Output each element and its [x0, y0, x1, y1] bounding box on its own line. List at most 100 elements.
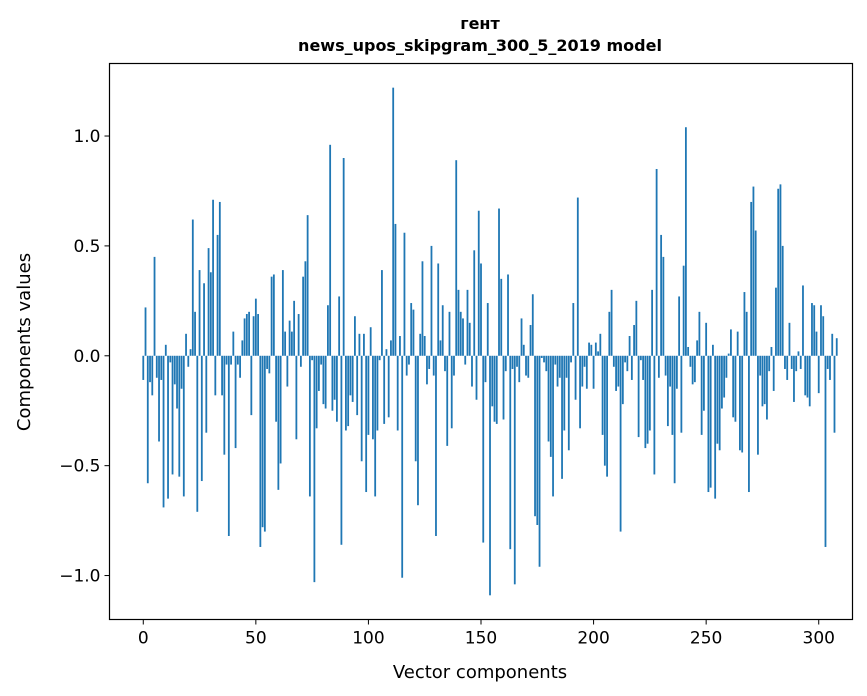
- bar-17: [180, 355, 183, 389]
- bar-277: [766, 355, 768, 420]
- bar-174: [534, 355, 536, 517]
- bar-147: [473, 250, 476, 356]
- bar-135: [446, 355, 449, 446]
- x-tick-label: 50: [245, 629, 267, 649]
- bar-54: [263, 355, 266, 532]
- bar-70: [299, 355, 302, 367]
- bar-180: [547, 355, 550, 442]
- bar-118: [408, 355, 410, 365]
- bar-208: [610, 289, 613, 356]
- bar-84: [331, 355, 334, 411]
- bar-243: [689, 355, 692, 367]
- bar-2: [146, 355, 149, 484]
- bar-62: [281, 270, 284, 356]
- bar-95: [356, 355, 359, 416]
- bar-63: [284, 331, 287, 356]
- bar-28: [205, 355, 208, 433]
- bar-239: [680, 355, 683, 433]
- bar-8: [160, 355, 163, 380]
- bar-131: [437, 263, 440, 356]
- bar-117: [405, 355, 408, 376]
- bar-160: [502, 355, 505, 420]
- bar-226: [651, 289, 654, 356]
- bar-164: [511, 355, 514, 369]
- bar-188: [565, 355, 568, 378]
- bar-35: [221, 355, 223, 396]
- bar-207: [608, 311, 611, 356]
- bar-32: [214, 355, 217, 396]
- bar-112: [394, 223, 397, 356]
- bar-186: [561, 355, 563, 479]
- bar-108: [385, 349, 388, 356]
- bar-262: [732, 355, 735, 418]
- bar-97: [360, 355, 363, 462]
- bar-158: [498, 208, 500, 356]
- bar-181: [549, 355, 552, 457]
- bar-88: [340, 355, 343, 545]
- bar-256: [718, 355, 721, 451]
- bar-199: [590, 344, 593, 356]
- bar-253: [712, 344, 714, 356]
- bar-138: [453, 355, 455, 376]
- bar-110: [390, 340, 392, 356]
- bar-77: [315, 355, 318, 429]
- bar-201: [594, 342, 597, 356]
- bar-244: [691, 355, 694, 385]
- bar-246: [696, 340, 699, 356]
- y-tick-label: 0.5: [73, 237, 100, 257]
- bar-83: [329, 144, 332, 356]
- bar-232: [664, 355, 667, 376]
- bar-305: [829, 355, 831, 380]
- bar-178: [543, 355, 545, 363]
- bar-34: [218, 201, 221, 356]
- bar-165: [513, 355, 516, 585]
- bar-172: [529, 325, 532, 356]
- bar-74: [308, 355, 311, 497]
- bar-93: [351, 355, 354, 402]
- bar-206: [606, 355, 608, 477]
- bar-210: [615, 355, 617, 391]
- bar-261: [730, 329, 732, 356]
- bar-72: [304, 261, 307, 356]
- bar-224: [646, 355, 649, 444]
- bar-284: [781, 245, 784, 356]
- bar-67: [293, 300, 296, 356]
- bar-78: [317, 355, 320, 391]
- bar-25: [198, 270, 201, 356]
- bar-263: [734, 355, 737, 422]
- bar-268: [745, 311, 748, 356]
- bar-148: [475, 355, 478, 400]
- bar-46: [245, 314, 248, 356]
- bar-85: [333, 355, 336, 400]
- bar-187: [563, 355, 566, 431]
- bar-265: [739, 355, 741, 451]
- y-axis-label: Components values: [14, 253, 35, 431]
- bar-221: [639, 355, 642, 361]
- bar-205: [603, 355, 606, 466]
- bar-202: [597, 351, 599, 356]
- bar-294: [804, 355, 807, 396]
- bar-213: [621, 355, 624, 405]
- bar-102: [372, 355, 374, 440]
- bar-299: [815, 331, 818, 356]
- bar-283: [779, 184, 782, 356]
- bar-198: [588, 342, 590, 356]
- bar-4: [151, 355, 154, 396]
- bar-250: [705, 322, 708, 356]
- bar-230: [660, 234, 663, 356]
- plot-frame: [108, 62, 854, 621]
- bar-275: [761, 355, 764, 407]
- bar-53: [261, 355, 264, 528]
- bar-193: [576, 197, 579, 356]
- x-axis-ticks: 0 50 100 150 200 250 300: [138, 619, 835, 649]
- bar-182: [552, 355, 554, 497]
- bar-29: [207, 248, 210, 356]
- x-tick-label: 0: [138, 629, 149, 649]
- bar-252: [709, 355, 712, 488]
- bar-184: [556, 355, 559, 387]
- bar-115: [401, 355, 404, 578]
- bar-162: [507, 274, 509, 356]
- bar-209: [612, 355, 615, 367]
- y-tick-label: 0.0: [73, 347, 100, 367]
- bar-280: [772, 355, 775, 391]
